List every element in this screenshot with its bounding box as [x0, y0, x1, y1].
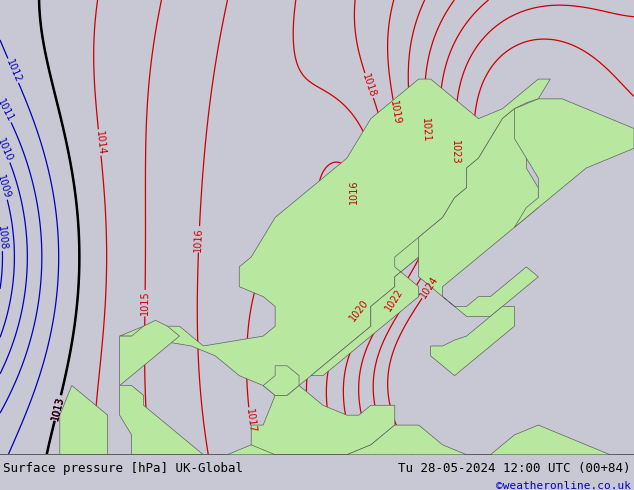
Text: 1011: 1011: [0, 98, 15, 124]
Polygon shape: [418, 99, 562, 317]
Text: 1020: 1020: [347, 297, 370, 323]
Text: 1022: 1022: [384, 287, 405, 313]
Text: 1009: 1009: [0, 174, 12, 200]
Text: 1024: 1024: [418, 274, 441, 300]
Text: Surface pressure [hPa] UK-Global: Surface pressure [hPa] UK-Global: [3, 462, 243, 475]
Text: 1013: 1013: [50, 395, 65, 421]
Text: 1017: 1017: [244, 408, 257, 433]
Text: 1013: 1013: [50, 395, 65, 421]
Polygon shape: [120, 386, 204, 490]
Text: 1016: 1016: [193, 227, 204, 252]
Polygon shape: [263, 366, 299, 395]
Text: 1010: 1010: [0, 137, 15, 164]
Text: 1021: 1021: [420, 118, 431, 143]
Polygon shape: [60, 386, 108, 455]
Polygon shape: [120, 320, 179, 386]
Text: ©weatheronline.co.uk: ©weatheronline.co.uk: [496, 481, 631, 490]
Text: 1016: 1016: [349, 179, 359, 204]
Text: 1018: 1018: [360, 72, 378, 98]
Text: 1012: 1012: [4, 57, 23, 84]
Polygon shape: [430, 306, 514, 376]
Polygon shape: [514, 99, 634, 227]
Text: Tu 28-05-2024 12:00 UTC (00+84): Tu 28-05-2024 12:00 UTC (00+84): [398, 462, 631, 475]
Text: 1023: 1023: [450, 140, 460, 165]
Text: 1019: 1019: [389, 100, 403, 126]
Text: 1014: 1014: [93, 130, 106, 155]
Text: 1008: 1008: [0, 225, 8, 250]
Polygon shape: [251, 386, 395, 455]
Text: 1015: 1015: [140, 291, 150, 316]
Text: 1013: 1013: [50, 395, 65, 421]
Polygon shape: [120, 79, 550, 395]
Polygon shape: [0, 425, 634, 455]
Polygon shape: [311, 99, 538, 376]
